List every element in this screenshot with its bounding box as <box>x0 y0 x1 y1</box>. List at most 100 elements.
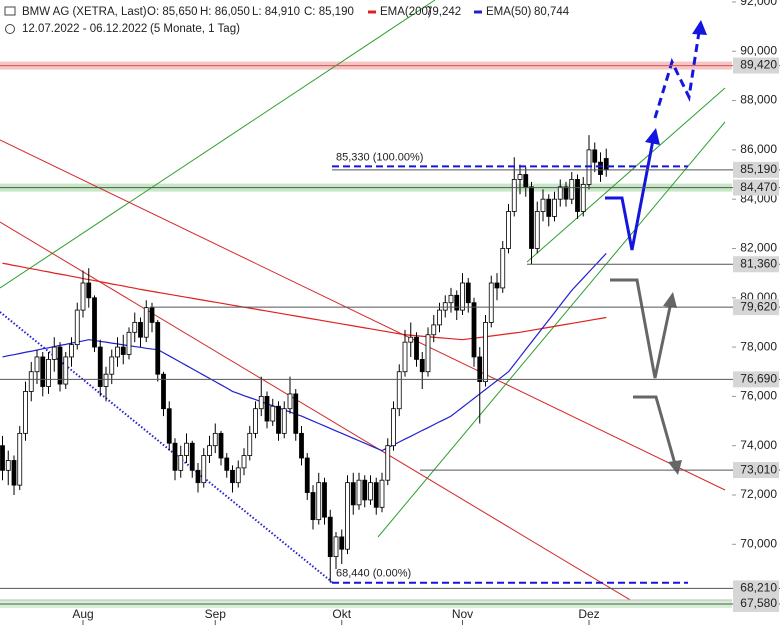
candle-body <box>126 331 132 355</box>
arrow-head <box>692 20 707 35</box>
candle-body <box>281 408 287 434</box>
candle-body <box>97 346 103 387</box>
candle-body <box>603 158 609 171</box>
candle-body <box>437 309 442 326</box>
candle-body <box>391 408 396 447</box>
level-label-box <box>733 580 779 597</box>
y-tick-label: 70,000 <box>740 536 777 550</box>
candle-body <box>396 371 402 410</box>
candle-body <box>327 516 333 558</box>
level-label: 67,580 <box>740 596 777 610</box>
candle-body <box>580 183 586 212</box>
trend-line <box>0 221 632 600</box>
y-tick-label: 74,000 <box>740 438 777 452</box>
arrows <box>605 20 707 475</box>
candle-body <box>356 479 362 506</box>
level-label: 89,420 <box>740 58 777 72</box>
candle-body <box>362 479 368 501</box>
fib-label: 85,330 (100.00%) <box>336 151 423 163</box>
candle-body <box>540 198 546 212</box>
x-tick-label: Okt <box>332 607 351 621</box>
candle-body <box>270 405 276 422</box>
arrow <box>605 139 655 251</box>
y-tick-label: 86,000 <box>740 142 777 156</box>
candle-body <box>253 408 258 434</box>
candle-body <box>241 455 247 469</box>
fib-label: 68,440 (0.00%) <box>336 568 411 580</box>
candle-body <box>189 442 195 471</box>
candle-body <box>483 322 488 382</box>
candle-body <box>488 282 494 323</box>
header: BMW AG (XETRA, Last) O: 85,650 H: 86,050… <box>4 6 570 35</box>
candle-body <box>563 186 569 200</box>
y-tick-label: 76,000 <box>740 389 777 403</box>
candle-body <box>201 455 207 484</box>
level-label-box <box>733 179 779 196</box>
candle-body <box>80 282 86 311</box>
candle-body <box>23 391 28 434</box>
candle-body <box>552 198 557 217</box>
candle-body <box>557 186 563 200</box>
candle-body <box>442 302 448 311</box>
candle-body <box>546 198 552 217</box>
candle-body <box>69 344 74 358</box>
y-tick-label: 72,000 <box>740 487 777 501</box>
x-tick-label: Aug <box>72 607 93 621</box>
candle-body <box>425 334 431 373</box>
candle-body <box>247 432 253 456</box>
candle-body <box>0 445 5 471</box>
candle-body <box>350 482 356 506</box>
candle-body <box>477 356 483 382</box>
candle-body <box>575 179 580 212</box>
candle-body <box>132 322 138 333</box>
candle-body <box>379 479 385 508</box>
legend-value: 80,744 <box>534 6 570 18</box>
candle-body <box>5 460 11 471</box>
candle-body <box>264 395 270 422</box>
candle-body <box>207 445 212 456</box>
candle-body <box>161 373 166 410</box>
candle-body <box>115 346 120 358</box>
candle-body <box>230 469 235 484</box>
trend-line <box>0 0 436 289</box>
legend-value: 79,242 <box>426 6 461 18</box>
trend-line <box>0 139 726 491</box>
candle-body <box>40 356 46 387</box>
legend-label: EMA(50) <box>486 6 532 18</box>
ema-line <box>2 262 607 341</box>
bands <box>0 61 732 608</box>
y-tick-label: 78,000 <box>740 339 777 353</box>
level-label: 81,360 <box>740 256 777 270</box>
candle-body <box>414 336 419 360</box>
candle-body <box>172 442 178 471</box>
legend-label: EMA(200) <box>380 6 432 18</box>
candle-body <box>92 297 97 348</box>
candle-body <box>534 211 540 249</box>
candle-body <box>431 324 437 336</box>
candle-body <box>500 248 506 289</box>
level-label: 76,690 <box>740 372 777 386</box>
candle-body <box>51 346 57 360</box>
candle-body <box>345 482 350 550</box>
candle-body <box>523 174 529 188</box>
level-label: 79,620 <box>740 299 777 313</box>
level-label: 85,190 <box>740 162 777 176</box>
candle-body <box>333 536 339 558</box>
candle-body <box>373 482 379 508</box>
x-tick-label: Sep <box>205 607 227 621</box>
candle-body <box>494 282 500 289</box>
candle-body <box>57 346 63 385</box>
candle-body <box>448 294 454 304</box>
candle-body <box>299 432 304 459</box>
arrow <box>610 278 673 379</box>
candle-body <box>402 341 408 373</box>
candle-body <box>17 432 23 486</box>
candle-body <box>419 359 425 373</box>
candle-body <box>149 307 155 323</box>
level-label: 73,010 <box>740 462 777 476</box>
candle-body <box>511 179 517 212</box>
candle-body <box>138 322 143 338</box>
candle-body <box>465 282 471 304</box>
candle-body <box>598 161 603 175</box>
